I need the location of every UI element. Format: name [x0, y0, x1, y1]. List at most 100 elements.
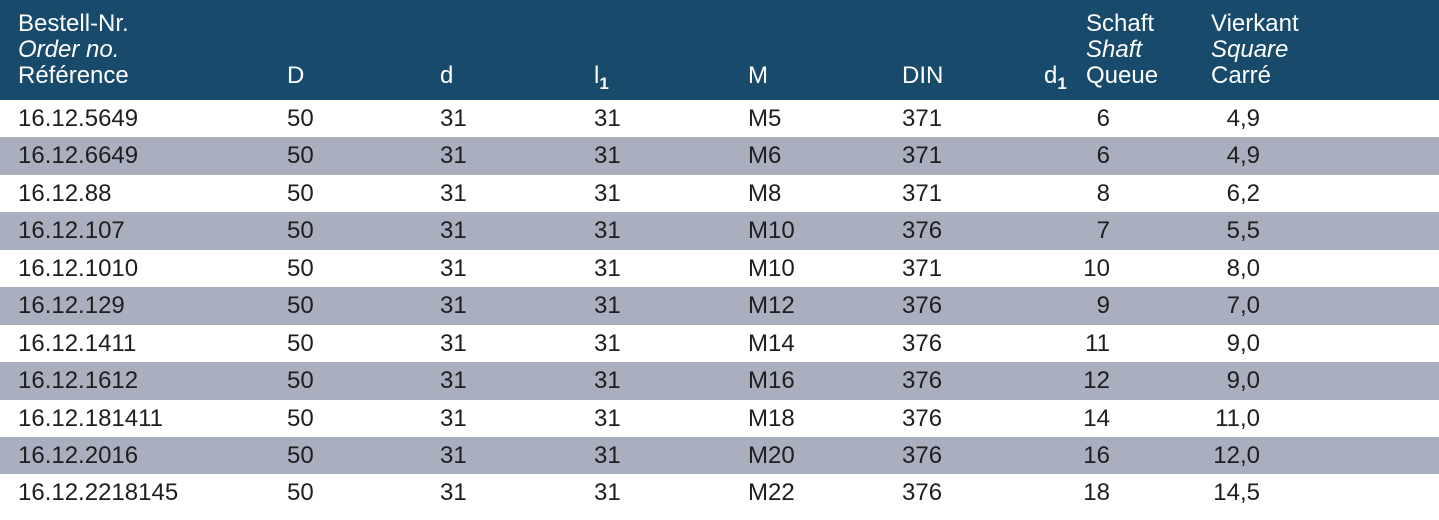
cell-d: 31	[440, 367, 467, 395]
cell-l1: 31	[594, 217, 621, 245]
col-header-M: M	[748, 62, 768, 89]
col-header-l1-sub: 1	[599, 74, 609, 93]
cell-reference: 16.12.6649	[18, 142, 139, 170]
table-row: 16.12.1411 50 31 31 M14 376 11 9,0	[0, 325, 1439, 362]
cell-reference: 16.12.5649	[18, 105, 139, 132]
cell-shaft: 6	[1096, 105, 1110, 132]
cell-D: 50	[287, 105, 314, 132]
cell-shaft: 10	[1083, 254, 1110, 282]
col-header-d1-sub: 1	[1057, 74, 1067, 93]
cell-square: 4,9	[1226, 142, 1260, 170]
col-header-d: d	[440, 62, 454, 89]
col-header-shaft-fr: Queue	[1086, 62, 1159, 89]
cell-D: 50	[287, 142, 314, 170]
cell-square: 11,0	[1215, 404, 1260, 432]
cell-D: 50	[287, 254, 314, 282]
col-header-reference-de: Bestell-Nr.	[18, 10, 129, 37]
col-header-square-de: Vierkant	[1211, 10, 1299, 37]
cell-l1: 31	[594, 367, 621, 395]
cell-square: 9,0	[1226, 367, 1260, 395]
cell-D: 50	[287, 179, 314, 207]
cell-d: 31	[440, 329, 467, 357]
cell-square: 6,2	[1226, 179, 1260, 207]
cell-DIN: 376	[902, 404, 943, 432]
cell-D: 50	[287, 479, 314, 507]
cell-M: M14	[748, 329, 795, 357]
cell-shaft: 9	[1096, 292, 1110, 320]
cell-d: 31	[440, 404, 467, 432]
cell-reference: 16.12.181411	[18, 404, 164, 432]
table-row: 16.12.6649 50 31 31 M6 371 6 4,9	[0, 137, 1439, 175]
cell-l1: 31	[594, 105, 621, 132]
col-header-d1-base: d	[1044, 62, 1058, 89]
cell-shaft: 11	[1085, 329, 1110, 357]
cell-shaft: 12	[1083, 367, 1110, 395]
cell-square: 4,9	[1226, 105, 1260, 132]
table-row: 16.12.2218145 50 31 31 M22 376 18 14,5	[0, 474, 1439, 511]
table-row: 16.12.1612 50 31 31 M16 376 12 9,0	[0, 362, 1439, 400]
col-header-square-en: Square	[1211, 36, 1289, 63]
cell-DIN: 376	[902, 292, 943, 320]
cell-d: 31	[440, 254, 467, 282]
cell-DIN: 376	[902, 217, 943, 245]
table-row: 16.12.5649 50 31 31 M5 371 6 4,9	[0, 100, 1439, 137]
col-header-square: Vierkant Square Carré	[1211, 11, 1299, 89]
col-header-D: D	[287, 62, 305, 89]
cell-shaft: 16	[1083, 441, 1110, 469]
cell-reference: 16.12.129	[18, 292, 125, 320]
cell-l1: 31	[594, 441, 621, 469]
table-header: Bestell-Nr. Order no. Référence D d l1 M…	[0, 0, 1439, 100]
cell-l1: 31	[594, 254, 621, 282]
cell-M: M6	[748, 142, 782, 170]
cell-DIN: 371	[902, 142, 943, 170]
cell-square: 14,5	[1213, 479, 1260, 507]
cell-reference: 16.12.2016	[18, 441, 139, 469]
cell-M: M22	[748, 479, 795, 507]
cell-DIN: 371	[902, 254, 943, 282]
table-body: 16.12.5649 50 31 31 M5 371 6 4,9 16.12.6…	[0, 100, 1439, 512]
col-header-square-fr: Carré	[1211, 62, 1272, 89]
cell-DIN: 376	[902, 479, 943, 507]
cell-shaft: 6	[1096, 142, 1110, 170]
cell-M: M18	[748, 404, 795, 432]
cell-reference: 16.12.1612	[18, 367, 139, 395]
table-row: 16.12.1010 50 31 31 M10 371 10 8,0	[0, 250, 1439, 287]
table-row: 16.12.181411 50 31 31 M18 376 14 11,0	[0, 400, 1439, 437]
cell-D: 50	[287, 329, 314, 357]
cell-DIN: 376	[902, 367, 943, 395]
cell-DIN: 371	[902, 179, 943, 207]
cell-square: 9,0	[1226, 329, 1260, 357]
cell-M: M10	[748, 217, 795, 245]
cell-M: M20	[748, 441, 795, 469]
col-header-shaft: Schaft Shaft Queue	[1086, 11, 1158, 89]
cell-d: 31	[440, 142, 467, 170]
cell-DIN: 376	[902, 329, 943, 357]
cell-d: 31	[440, 479, 467, 507]
cell-D: 50	[287, 441, 314, 469]
cell-shaft: 14	[1083, 404, 1110, 432]
cell-d: 31	[440, 292, 467, 320]
cell-reference: 16.12.2218145	[18, 479, 179, 507]
col-header-reference: Bestell-Nr. Order no. Référence	[18, 11, 129, 89]
cell-M: M10	[748, 254, 795, 282]
cell-M: M12	[748, 292, 795, 320]
cell-l1: 31	[594, 292, 621, 320]
table-row: 16.12.107 50 31 31 M10 376 7 5,5	[0, 212, 1439, 250]
table-row: 16.12.88 50 31 31 M8 371 8 6,2	[0, 175, 1439, 212]
table-row: 16.12.2016 50 31 31 M20 376 16 12,0	[0, 436, 1439, 475]
col-header-reference-fr: Référence	[18, 62, 129, 89]
cell-DIN: 371	[902, 105, 943, 132]
col-header-DIN: DIN	[902, 62, 944, 89]
cell-d: 31	[440, 179, 467, 207]
col-header-d1: d1	[1044, 62, 1067, 93]
cell-d: 31	[440, 217, 467, 245]
cell-M: M8	[748, 179, 782, 207]
col-header-l1: l1	[594, 63, 609, 93]
cell-reference: 16.12.1411	[18, 329, 137, 357]
cell-l1: 31	[594, 179, 621, 207]
cell-shaft: 8	[1096, 179, 1110, 207]
cell-M: M5	[748, 105, 782, 132]
cell-square: 5,5	[1226, 217, 1260, 245]
cell-l1: 31	[594, 404, 621, 432]
col-header-shaft-en: Shaft	[1086, 36, 1143, 63]
